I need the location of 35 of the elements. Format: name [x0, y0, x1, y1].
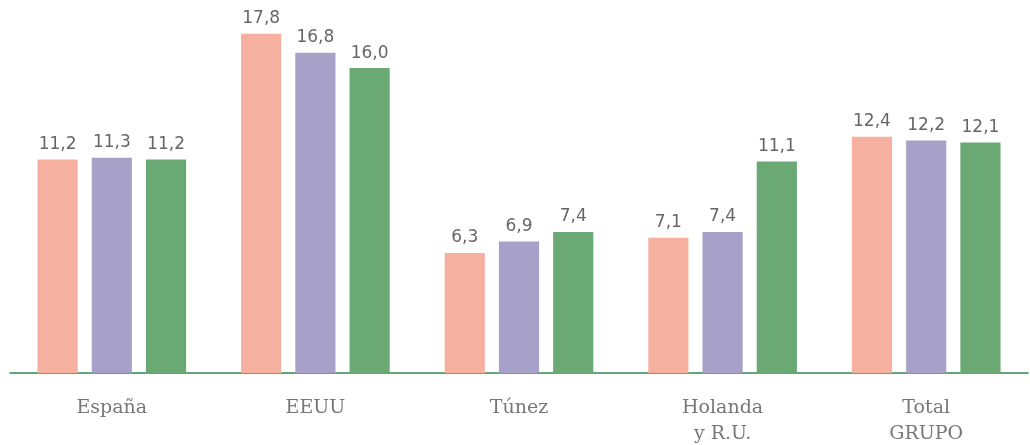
x-tick-label: España: [76, 395, 148, 417]
data-label: 7,1: [654, 211, 682, 232]
data-label: 7,4: [559, 205, 587, 226]
x-tick-label: Holanda y R.U.: [682, 395, 764, 443]
data-label: 16,8: [296, 26, 335, 47]
bar: [648, 237, 689, 373]
data-label: 17,8: [242, 7, 281, 28]
data-label: 11,3: [92, 131, 131, 152]
x-tick-label: EEUU: [285, 395, 346, 417]
bar: [145, 159, 187, 373]
bar: [553, 231, 594, 373]
bar: [91, 157, 132, 373]
bar: [241, 33, 282, 373]
bar: [349, 68, 390, 373]
data-label: 12,4: [853, 110, 891, 131]
x-tick-label: Túnez: [489, 395, 549, 417]
data-label: 6,3: [451, 226, 479, 247]
data-label: 12,2: [907, 114, 946, 135]
x-tick-label: Total GRUPO: [889, 395, 964, 443]
bar: [906, 140, 947, 373]
data-label: 11,2: [147, 133, 185, 154]
data-label: 16,0: [350, 41, 389, 62]
bar: [37, 159, 78, 373]
bar: [960, 142, 1001, 373]
bar: [295, 52, 336, 373]
data-label: 11,2: [38, 133, 77, 154]
data-label: 6,9: [505, 215, 533, 236]
data-label: 11,1: [757, 134, 796, 155]
data-label: 7,4: [709, 205, 737, 226]
bar: [702, 231, 743, 373]
bar: [444, 252, 485, 373]
bar: [498, 241, 540, 373]
data-label: 12,1: [961, 115, 1000, 136]
bar: [851, 136, 893, 373]
bar: [756, 161, 797, 373]
